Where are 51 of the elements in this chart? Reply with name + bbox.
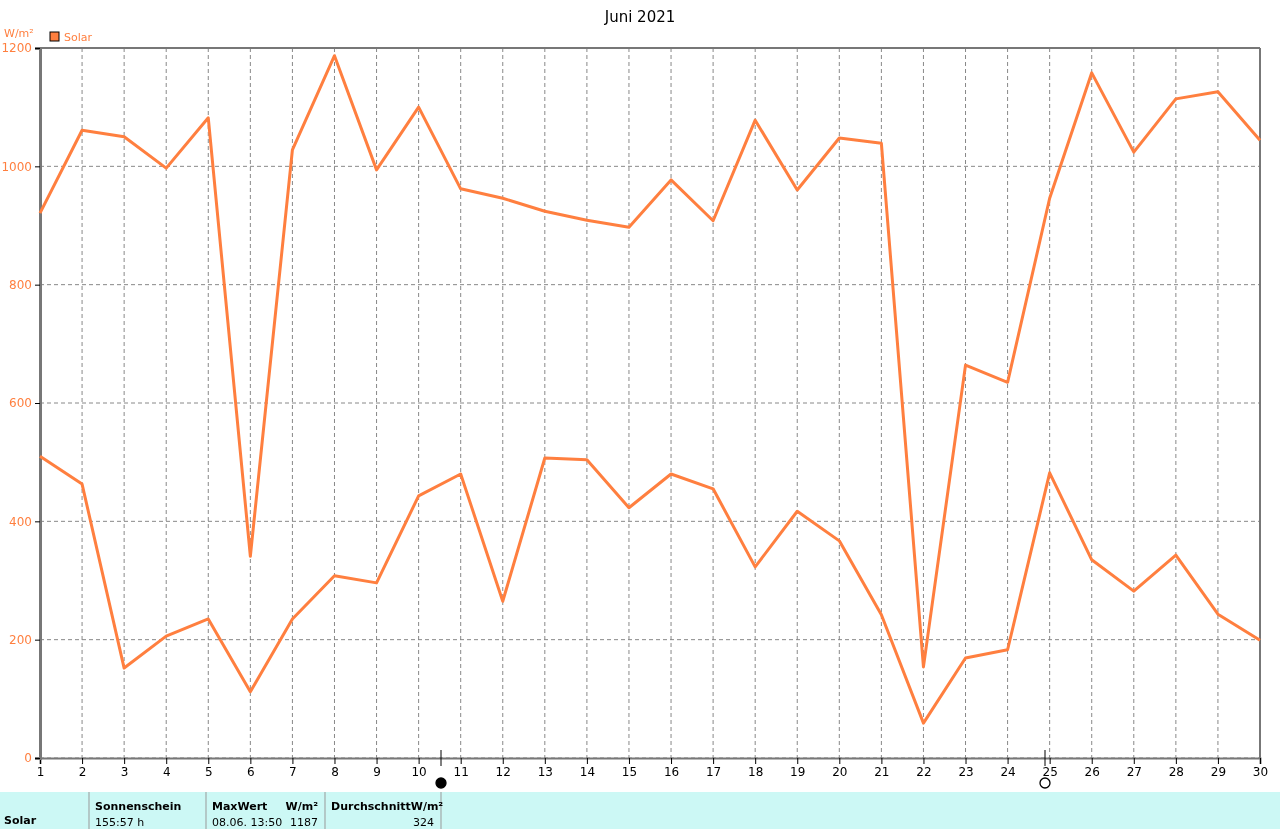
- x-tick-label: 1: [36, 764, 45, 779]
- x-tick-label: 29: [1210, 764, 1227, 779]
- y-tick-label: 800: [9, 278, 32, 293]
- y-tick-label: 1200: [1, 41, 32, 56]
- x-tick-label: 5: [204, 764, 213, 779]
- x-tick-label: 11: [453, 764, 469, 779]
- x-tick-label: 21: [874, 764, 890, 779]
- x-tick-label: 19: [790, 764, 806, 779]
- chart-title: Juni 2021: [603, 8, 676, 26]
- x-tick-label: 24: [1000, 764, 1016, 779]
- x-tick-label: 4: [162, 764, 171, 779]
- text: Sonnenschein: [95, 800, 182, 813]
- x-tick-label: 9: [373, 764, 381, 779]
- line-series: [38, 54, 1262, 669]
- x-tick-label: 3: [120, 764, 129, 779]
- x-tick-label: 27: [1126, 764, 1142, 779]
- text: 08.06. 13:50: [212, 816, 283, 829]
- x-tick-label: 7: [289, 764, 297, 779]
- x-tick-label: 20: [832, 764, 848, 779]
- x-tick-label: 28: [1168, 764, 1184, 779]
- x-tick-label: 16: [663, 764, 680, 779]
- x-tick-label: 30: [1252, 764, 1269, 779]
- y-tick-label: 600: [9, 396, 32, 411]
- x-tick-label: 17: [705, 764, 722, 779]
- line-series: [38, 454, 1262, 725]
- x-tick-label: 22: [916, 764, 932, 779]
- x-tick-label: 18: [748, 764, 764, 779]
- y-tick-label: 1000: [1, 159, 32, 174]
- y-tick-label: 0: [24, 751, 32, 766]
- x-tick-label: 2: [78, 764, 87, 779]
- text: W/m²: [285, 800, 319, 813]
- x-tick-label: 13: [537, 764, 553, 779]
- y-tick-label: 400: [9, 514, 32, 529]
- text: Solar: [4, 814, 37, 827]
- x-tick-label: 23: [958, 764, 974, 779]
- text: MaxWert: [212, 800, 268, 813]
- text: DurchschnittW/m²: [331, 800, 444, 813]
- y-tick-label: 200: [9, 633, 32, 648]
- x-tick-label: 15: [621, 764, 638, 779]
- legend-label: Solar: [64, 31, 93, 44]
- text: 155:57 h: [95, 816, 145, 829]
- x-tick-label: 12: [495, 764, 511, 779]
- x-tick-label: 6: [247, 764, 255, 779]
- x-tick-label: 14: [579, 764, 596, 779]
- y-axis-title: W/m²: [4, 27, 34, 40]
- x-tick-label: 26: [1084, 764, 1100, 779]
- text: 1187: [290, 816, 318, 829]
- x-tick-label: 8: [331, 764, 339, 779]
- x-tick-label: 25: [1042, 764, 1058, 779]
- x-tick-label: 10: [411, 764, 427, 779]
- text: 324: [413, 816, 434, 829]
